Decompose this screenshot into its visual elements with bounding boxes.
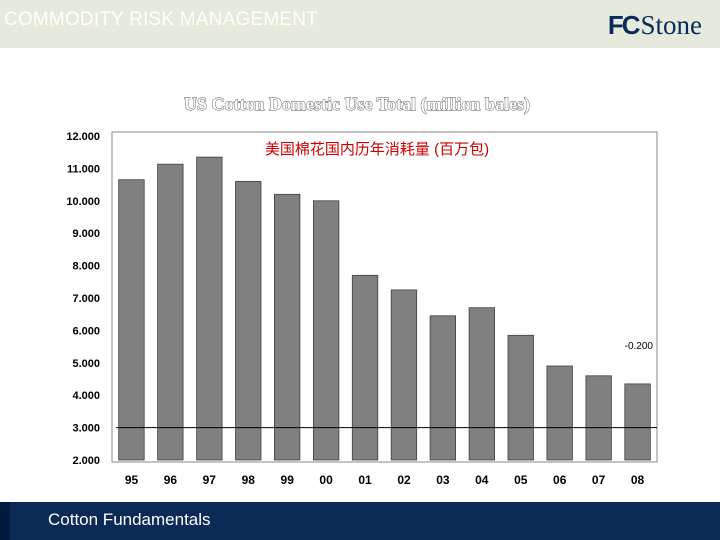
x-tick-label: 00 xyxy=(319,473,333,487)
logo-fc: FC xyxy=(607,10,641,40)
bar-chart: US Cotton Domestic Use Total (million ba… xyxy=(66,94,658,487)
bar-97 xyxy=(196,156,223,461)
y-tick-label: 7.000 xyxy=(72,293,100,305)
y-tick-label: 10.000 xyxy=(66,196,100,208)
bar-03 xyxy=(429,315,457,461)
bar-05 xyxy=(507,334,534,461)
x-tick-label: 98 xyxy=(242,473,256,487)
y-tick-label: 4.000 xyxy=(72,390,100,402)
y-tick-label: 11.000 xyxy=(67,163,100,175)
bar-02 xyxy=(390,289,418,461)
bar-06 xyxy=(546,365,573,461)
bar-01 xyxy=(351,274,379,461)
x-tick-label: 03 xyxy=(436,473,450,487)
y-axis: 12.000 11.000 10.000 9.000 8.000 7.000 6.000 5.… xyxy=(66,131,100,467)
x-tick-label: 97 xyxy=(203,473,217,487)
bar-99 xyxy=(273,193,301,461)
x-tick-label: 99 xyxy=(281,473,295,487)
y-tick-label: 5.000 xyxy=(72,358,100,370)
bar-07 xyxy=(585,375,612,461)
x-tick-label: 96 xyxy=(164,473,178,487)
plot-area xyxy=(111,131,658,463)
bar-95 xyxy=(118,179,145,461)
x-tick-label: 07 xyxy=(592,473,606,487)
x-tick-label: 01 xyxy=(358,473,372,487)
chart-title: US Cotton Domestic Use Total (million ba… xyxy=(184,94,530,115)
y-tick-label: 6.000 xyxy=(72,325,100,337)
footer-accent xyxy=(0,502,10,540)
x-tick-label: 95 xyxy=(125,473,139,487)
footer-text: Cotton Fundamentals xyxy=(48,510,211,529)
x-axis: 95 96 97 98 99 00 01 02 03 04 05 06 07 08 xyxy=(125,473,645,487)
x-tick-label: 04 xyxy=(475,473,489,487)
y-tick-label: 8.000 xyxy=(72,261,100,273)
header-band: COMMODITY RISK MANAGEMENT FC Stone xyxy=(0,0,720,48)
logo-stone: Stone xyxy=(640,10,702,40)
bar-00 xyxy=(312,200,340,461)
y-tick-label: 9.000 xyxy=(72,228,100,240)
x-tick-label: 06 xyxy=(553,473,567,487)
bar-96 xyxy=(157,163,184,461)
x-tick-label: 08 xyxy=(631,473,645,487)
header-title: COMMODITY RISK MANAGEMENT xyxy=(4,9,318,30)
annotation-label: -0.200 xyxy=(625,341,654,352)
bars xyxy=(118,156,651,461)
bar-08 xyxy=(624,383,651,461)
fcstone-logo: FC Stone xyxy=(607,10,702,40)
bar-04 xyxy=(468,307,496,461)
footer-band: Cotton Fundamentals xyxy=(0,502,720,540)
y-tick-label: 3.000 xyxy=(72,423,100,435)
x-tick-label: 05 xyxy=(514,473,528,487)
y-tick-label: 12.000 xyxy=(66,131,100,143)
chart-subtitle: 美国棉花国内历年消耗量 (百万包) xyxy=(265,141,489,158)
bar-98 xyxy=(235,180,262,461)
x-tick-label: 02 xyxy=(397,473,411,487)
y-tick-label: 2.000 xyxy=(72,455,100,467)
